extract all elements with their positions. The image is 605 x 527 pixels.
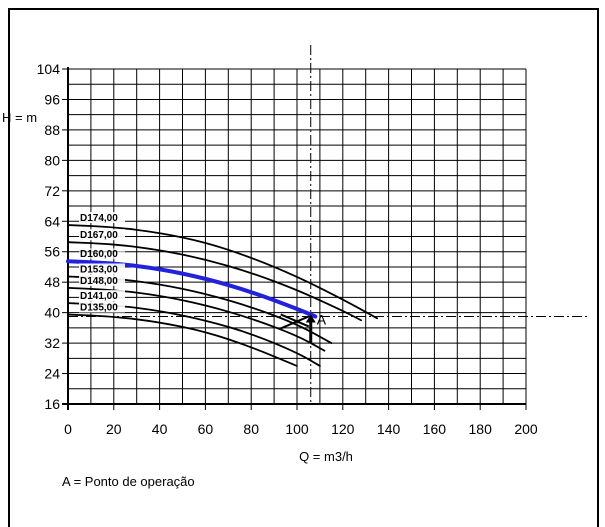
curve-label-bg <box>79 301 125 313</box>
operating-point-arrowhead <box>305 314 316 323</box>
x-axis-title: Q = m3/h <box>299 449 353 464</box>
y-tick-label: 32 <box>44 335 60 351</box>
curve-D148-00 <box>67 286 326 352</box>
operating-point-arrow <box>280 315 310 330</box>
x-tick-label: 160 <box>423 421 447 437</box>
y-tick-label: 24 <box>44 366 60 382</box>
operating-point-label: A <box>317 311 327 327</box>
curve-label-bg <box>79 290 125 302</box>
y-tick-label: 72 <box>44 183 60 199</box>
x-tick-label: 180 <box>469 421 493 437</box>
curve-label: D160,00 <box>80 249 118 260</box>
operating-point-marker: A <box>280 311 327 343</box>
curve-D167-00 <box>67 241 363 322</box>
axis-tick-labels: 0 20 40 60 80 100 120 140 160 180 200 16 24 32 40 48 56 6… <box>37 61 538 437</box>
y-axis-title: H = m <box>2 110 37 125</box>
x-tick-label: 100 <box>285 421 309 437</box>
curve-D160-00 <box>66 259 318 319</box>
curve-label: D148,00 <box>80 276 118 287</box>
curve-label-bg <box>79 274 125 286</box>
curve-label-bg <box>79 263 125 275</box>
curve-D135-00 <box>67 313 298 367</box>
curve-label: D153,00 <box>80 264 118 275</box>
x-tick-label: 40 <box>152 421 168 437</box>
x-tick-label: 200 <box>514 421 538 437</box>
x-tick-label: 140 <box>377 421 401 437</box>
operating-point-arrow <box>280 313 310 328</box>
x-tick-label: 80 <box>243 421 259 437</box>
y-tick-label: 48 <box>44 274 60 290</box>
y-tick-label: 64 <box>44 213 60 229</box>
curve-label: D167,00 <box>80 230 118 241</box>
curve-label: D141,00 <box>80 291 118 302</box>
chart-frame <box>8 8 599 527</box>
chart-grid <box>62 67 527 410</box>
curve-label: D135,00 <box>80 303 118 314</box>
x-tick-label: 120 <box>331 421 355 437</box>
x-tick-label: 60 <box>198 421 214 437</box>
y-tick-label: 80 <box>44 152 60 168</box>
x-tick-label: 0 <box>64 421 72 437</box>
y-tick-label: 96 <box>44 91 60 107</box>
y-tick-label: 88 <box>44 122 60 138</box>
operating-point-legend: A = Ponto de operação <box>62 474 195 489</box>
curve-D174-00 <box>67 224 379 320</box>
y-tick-label: 56 <box>44 244 60 260</box>
curve-label-bg <box>79 212 125 224</box>
curve-label-bg <box>79 248 125 260</box>
curve-label-bg <box>79 229 125 241</box>
y-tick-label: 40 <box>44 305 60 321</box>
y-tick-label: 104 <box>37 61 61 77</box>
x-tick-label: 20 <box>106 421 122 437</box>
curve-label: D174,00 <box>80 213 118 224</box>
operating-point-reference-lines <box>68 45 590 404</box>
y-tick-label: 16 <box>44 396 60 412</box>
